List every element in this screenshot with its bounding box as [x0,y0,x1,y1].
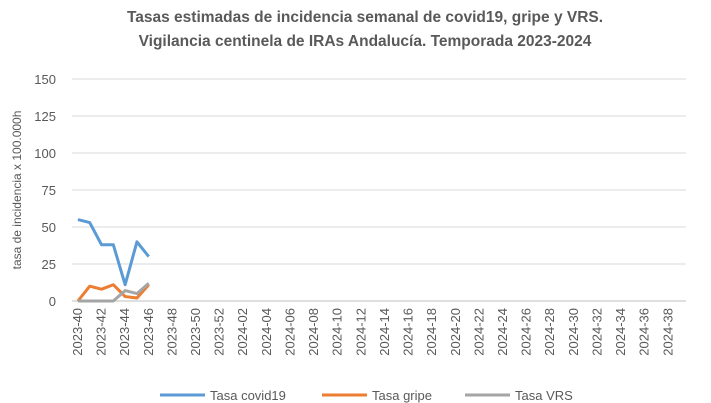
x-tick-label: 2023-46 [141,308,156,356]
x-tick-label: 2024-26 [519,308,534,356]
x-tick-label: 2024-16 [401,308,416,356]
x-tick-label: 2023-44 [117,308,132,356]
y-tick-label: 0 [49,294,56,309]
y-axis-label: tasa de incidencia x 100.000h [10,111,24,270]
x-tick-label: 2024-06 [282,308,297,356]
x-tick-label: 2024-32 [589,308,604,356]
x-tick-label: 2024-22 [471,308,486,356]
x-tick-label: 2024-28 [542,308,557,356]
x-tick-label: 2024-14 [377,308,392,356]
x-tick-label: 2024-18 [424,308,439,356]
x-tick-label: 2023-48 [164,308,179,356]
series-line [77,282,150,303]
series-line [76,283,150,302]
series-line [77,218,150,287]
x-tick-label: 2024-10 [330,308,345,356]
legend-label: Tasa gripe [372,388,432,403]
x-tick-label: 2024-38 [660,308,675,356]
legend-label: Tasa VRS [515,388,573,403]
y-tick-label: 100 [34,146,56,161]
chart-title: Tasas estimadas de incidencia semanal de… [127,9,603,26]
x-tick-label: 2024-30 [566,308,581,356]
legend-label: Tasa covid19 [210,388,286,403]
x-tick-label: 2024-12 [353,308,368,356]
y-tick-label: 75 [42,183,56,198]
x-tick-label: 2024-34 [613,308,628,356]
y-tick-label: 150 [34,72,56,87]
x-tick-label: 2024-02 [235,308,250,356]
chart-title: Vigilancia centinela de IRAs Andalucía. … [139,33,592,50]
x-tick-label: 2024-20 [448,308,463,356]
y-tick-label: 50 [42,220,56,235]
x-tick-label: 2024-08 [306,308,321,356]
y-tick-label: 125 [34,109,56,124]
x-tick-label: 2024-04 [259,308,274,356]
x-tick-label: 2023-40 [70,308,85,356]
x-tick-label: 2024-36 [637,308,652,356]
x-tick-label: 2023-50 [188,308,203,356]
y-tick-label: 25 [42,257,56,272]
x-tick-label: 2024-24 [495,308,510,356]
x-tick-label: 2023-52 [212,308,227,356]
x-tick-label: 2023-42 [94,308,109,356]
